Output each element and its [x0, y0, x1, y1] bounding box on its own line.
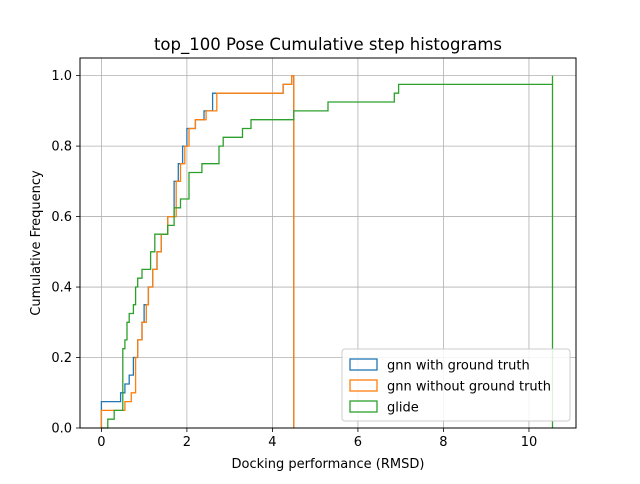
plot-frame: [79, 57, 577, 429]
y-tick-label: 1.0: [51, 69, 72, 84]
x-tick-label: 0: [97, 435, 105, 450]
y-axis-label: Cumulative Frequency: [29, 170, 44, 316]
legend-label: glide: [387, 401, 419, 416]
axis-ticks: 0 2 4 6 8 10 0.0 0.2 0.4 0.6 0.8 1.0: [51, 69, 537, 450]
legend-swatch: [349, 358, 378, 371]
series-lines: [100, 74, 554, 429]
x-tick-label: 6: [354, 435, 362, 450]
legend-swatch: [349, 400, 378, 413]
x-tick-label: 10: [521, 435, 538, 450]
legend-label: gnn without ground truth: [387, 380, 551, 395]
y-tick-label: 0.6: [51, 210, 72, 225]
x-tick-label: 4: [268, 435, 276, 450]
legend-swatch: [349, 379, 378, 392]
chart-title: top_100 Pose Cumulative step histograms: [154, 35, 502, 55]
y-tick-label: 0.2: [51, 351, 72, 366]
y-tick-label: 0.8: [51, 140, 72, 155]
x-tick-label: 8: [439, 435, 447, 450]
legend: gnn with ground truth gnn without ground …: [341, 348, 571, 422]
y-tick-label: 0.0: [51, 422, 72, 437]
legend-box: [341, 348, 571, 422]
series-line-3: [101, 75, 554, 429]
x-tick-label: 2: [183, 435, 191, 450]
legend-label: gnn with ground truth: [387, 359, 530, 374]
y-tick-label: 0.4: [51, 281, 72, 296]
x-axis-label: Docking performance (RMSD): [232, 457, 425, 472]
